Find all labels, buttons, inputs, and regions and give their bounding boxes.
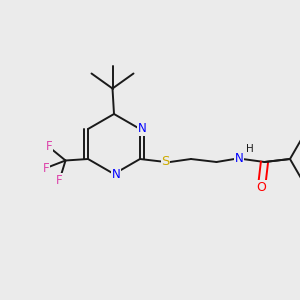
- Text: F: F: [43, 161, 49, 175]
- Text: N: N: [112, 167, 121, 181]
- Text: F: F: [56, 173, 63, 187]
- Text: N: N: [138, 122, 147, 136]
- Text: H: H: [246, 143, 254, 154]
- Text: N: N: [235, 152, 243, 166]
- Text: O: O: [256, 181, 266, 194]
- Text: S: S: [161, 155, 170, 169]
- Text: F: F: [46, 140, 52, 154]
